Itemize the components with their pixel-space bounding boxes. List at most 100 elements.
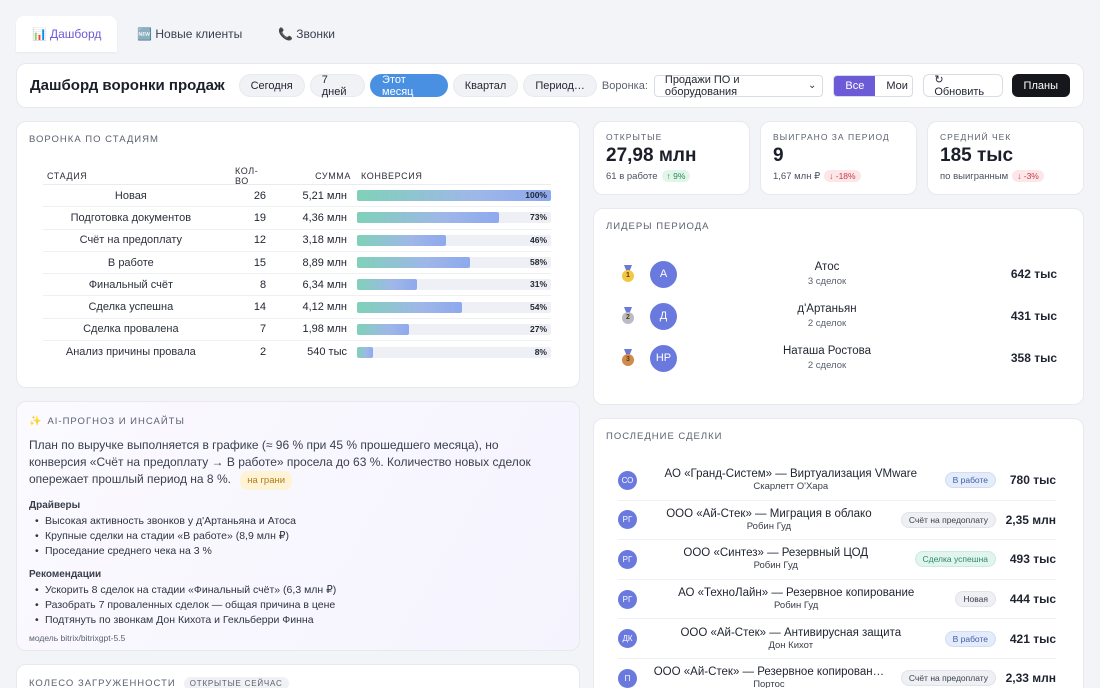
stage-name: Новая <box>114 189 147 202</box>
medal-icon: 2 <box>620 307 636 325</box>
kpi-value: 185 тыс <box>940 145 1014 166</box>
refresh-button[interactable]: ↻ Обновить <box>923 74 1003 98</box>
deal-row[interactable]: РГ АО «ТехноЛайн» — Резервное копирование… <box>618 580 1056 620</box>
kpi-sub: 61 в работе ↑ 9% <box>606 170 737 182</box>
conversion-bar-fill <box>357 190 551 202</box>
table-row[interactable]: Анализ причины провала 2 540 тыс 8% <box>43 341 551 363</box>
deal-sum: 780 тыс <box>1009 473 1056 488</box>
deal-sum: 2,33 млн <box>1005 671 1056 686</box>
kpi-title: Средний чек <box>940 132 1012 142</box>
table-row[interactable]: Новая 26 5,21 млн 100% <box>43 185 551 208</box>
dashboard-header: Дашборд воронки продаж Сегодня 7 дней Эт… <box>16 63 1084 108</box>
tab-dashboard[interactable]: 📊 Дашборд <box>16 16 118 52</box>
list-item: Крупные сделки на стадии «В работе» (8,9… <box>35 529 567 544</box>
period-7days-button[interactable]: 7 дней <box>309 74 366 98</box>
conversion-percent: 31% <box>529 279 547 290</box>
table-row[interactable]: Сделка провалена 7 1,98 млн 27% <box>43 319 551 342</box>
stage-sum: 6,34 млн <box>302 278 347 291</box>
conversion-percent: 27% <box>529 323 547 334</box>
scope-toggle: Все Мои <box>833 74 914 97</box>
table-row[interactable]: Счёт на предоплату 12 3,18 млн 46% <box>43 230 551 252</box>
medal-ribbon <box>624 349 632 355</box>
table-row[interactable]: Подготовка документов 19 4,36 млн 73% <box>43 207 551 230</box>
scope-all-button[interactable]: Все <box>834 75 876 96</box>
stage-name: Подготовка документов <box>70 211 192 224</box>
tab-calls[interactable]: 📞 Звонки <box>262 16 351 52</box>
deal-row[interactable]: СО АО «Гранд-Систем» — Виртуализация VMwa… <box>618 461 1056 501</box>
leaders-title: Лидеры периода <box>606 221 710 232</box>
avatar: РГ <box>618 589 637 609</box>
deal-row[interactable]: РГ ООО «Ай-Стек» — Миграция в облако Робин… <box>618 501 1056 541</box>
deal-row[interactable]: ДК ООО «Ай-Стек» — Антивирусная защита Дон… <box>618 619 1056 659</box>
deal-owner: Робин Гуд <box>753 560 798 572</box>
plans-button[interactable]: Планы <box>1011 74 1070 97</box>
stage-conversion: 58% <box>347 252 551 273</box>
kpi-sub-text: 61 в работе <box>606 170 658 182</box>
status-badge: Счёт на предоплату <box>900 511 996 528</box>
deal-name: АО «Гранд-Систем» — Виртуализация VMware <box>664 468 918 481</box>
deal-name: ООО «Ай-Стек» — Антивирусная защита <box>680 626 902 639</box>
avatar: РГ <box>618 510 637 530</box>
col-sum-header: Сумма <box>315 170 351 181</box>
period-quarter-button[interactable]: Квартал <box>452 74 519 97</box>
leader-name: Наташа Ростова <box>782 345 872 357</box>
ai-insights-card: ✨ AI-прогноз и инсайты План по выручке в… <box>16 401 580 651</box>
deal-name: АО «ТехноЛайн» — Резервное копирование <box>678 587 915 600</box>
status-badge: Новая <box>955 591 996 608</box>
ai-title: AI-прогноз и инсайты <box>47 416 185 427</box>
stage-sum: 4,36 млн <box>302 211 347 224</box>
stage-conversion: 54% <box>347 296 551 317</box>
avatar: ДК <box>618 629 637 649</box>
period-today-button[interactable]: Сегодня <box>238 74 305 97</box>
deal-info: АО «ТехноЛайн» — Резервное копирование Ро… <box>637 587 955 611</box>
period-custom-button[interactable]: Период… <box>523 74 597 97</box>
delta-badge: ↑ 9% <box>661 170 691 182</box>
stage-name: Сделка провалена <box>83 323 179 336</box>
table-row[interactable]: В работе 15 8,89 млн 58% <box>43 252 551 275</box>
kpi-value: 9 <box>773 145 784 166</box>
deal-sum: 421 тыс <box>1009 631 1056 646</box>
stage-count: 12 <box>253 234 267 247</box>
col-conv-header: Конверсия <box>361 170 423 181</box>
table-row[interactable]: Сделка успешна 14 4,12 млн 54% <box>43 296 551 319</box>
deal-owner: Скарлетт О'Хара <box>753 481 829 493</box>
deal-owner: Портос <box>753 679 785 688</box>
kpi-title: Открытые <box>606 132 663 142</box>
status-badge: В работе <box>944 630 996 647</box>
deal-row[interactable]: РГ ООО «Синтез» — Резервный ЦОД Робин Гуд С… <box>618 540 1056 580</box>
period-month-button[interactable]: Этот месяц <box>370 74 448 98</box>
leader-row[interactable]: 1 А Атос 3 сделок 642 тыс <box>606 254 1073 294</box>
deal-name: ООО «Ай-Стек» — Резервное копирован… <box>653 666 885 679</box>
status-badge: Сделка успешна <box>914 551 996 568</box>
tab-new-clients[interactable]: 🆕 Новые клиенты <box>121 16 258 52</box>
deal-row[interactable]: П ООО «Ай-Стек» — Резервное копирован… Пор… <box>618 659 1056 688</box>
delta-badge: ↓ -18% <box>824 170 861 182</box>
medal-coin: 2 <box>622 312 634 324</box>
medal-ribbon <box>624 265 632 271</box>
new-badge-icon: 🆕 <box>137 27 153 41</box>
table-row[interactable]: Финальный счёт 8 6,34 млн 31% <box>43 274 551 297</box>
deal-info: ООО «Синтез» — Резервный ЦОД Робин Гуд <box>637 547 915 571</box>
conversion-bar: 54% <box>357 301 551 313</box>
leader-row[interactable]: 3 НР Наташа Ростова 2 сделок 358 тыс <box>606 338 1073 378</box>
stage-name: Анализ причины провала <box>65 346 196 359</box>
tab-label: Новые клиенты <box>155 27 243 41</box>
kpi-sub: по выигранным ↓ -3% <box>940 170 1071 182</box>
conversion-bar: 100% <box>357 190 551 202</box>
avatar: СО <box>618 470 637 490</box>
scope-mine-button[interactable]: Мои <box>886 79 908 92</box>
wheel-header: Колесо загруженности открытые сейчас <box>29 677 567 688</box>
medal-icon: 3 <box>620 349 636 367</box>
sparkle-icon: ✨ <box>29 416 42 427</box>
stage-sum: 3,18 млн <box>302 234 347 247</box>
medal-icon: 1 <box>620 265 636 283</box>
deal-info: АО «Гранд-Систем» — Виртуализация VMware… <box>637 468 945 492</box>
conversion-bar: 27% <box>357 323 551 335</box>
funnel-select[interactable]: Продажи ПО и оборудования ⌄ <box>653 74 824 98</box>
kpi-value: 27,98 млн <box>606 145 697 166</box>
conversion-bar-fill <box>357 212 499 224</box>
stage-count: 15 <box>253 256 267 269</box>
deal-name: ООО «Синтез» — Резервный ЦОД <box>683 547 869 560</box>
list-item: Высокая активность звонков у д'Артаньяна… <box>35 514 567 529</box>
